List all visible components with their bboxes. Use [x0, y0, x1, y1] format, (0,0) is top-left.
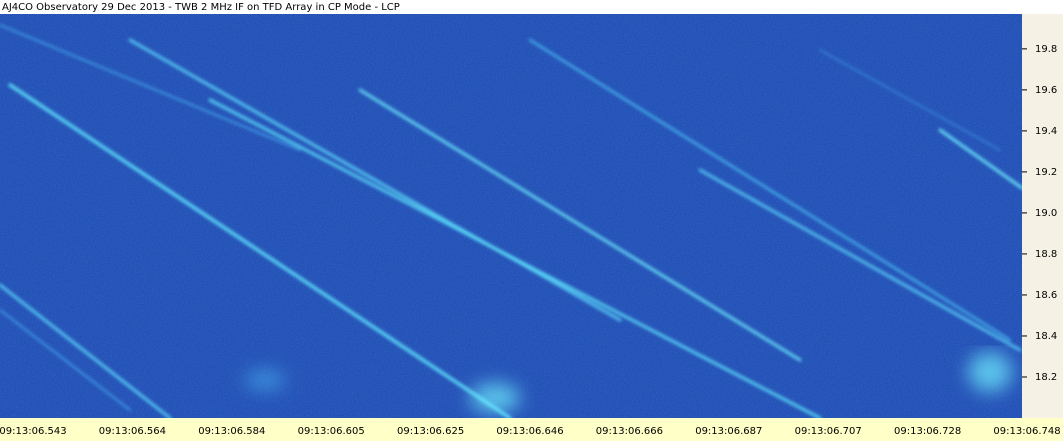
- signal-blobs: [245, 352, 1012, 413]
- x-tick-label: 09:13:06.707: [795, 426, 862, 437]
- x-tick-label: 09:13:06.543: [0, 426, 67, 437]
- x-tick-label: 09:13:06.564: [99, 426, 166, 437]
- y-tick-label: 19.4: [1035, 126, 1057, 137]
- trace: [0, 24, 301, 151]
- noise-texture: [0, 14, 1022, 418]
- x-tick-label: 09:13:06.728: [894, 426, 961, 437]
- trace: [0, 309, 131, 411]
- trace: [128, 38, 622, 322]
- x-tick-label: 09:13:06.687: [695, 426, 762, 437]
- y-tick-label: 19.6: [1035, 85, 1057, 96]
- burst: [245, 370, 285, 390]
- x-tick-label: 09:13:06.584: [198, 426, 265, 437]
- title-bar: [0, 0, 1063, 14]
- x-tick-label: 09:13:06.625: [397, 426, 464, 437]
- y-tick-label: 18.4: [1035, 331, 1057, 342]
- y-tick-label: 18.8: [1035, 249, 1057, 260]
- y-tick-label: 19.0: [1035, 208, 1057, 219]
- y-tick-label: 18.6: [1035, 290, 1057, 301]
- y-tick-label: 19.2: [1035, 167, 1057, 178]
- x-tick-label: 09:13:06.605: [298, 426, 365, 437]
- y-tick-label: 19.8: [1035, 44, 1057, 55]
- trace: [938, 128, 1024, 190]
- trace: [528, 38, 1012, 342]
- chart-title: AJ4CO Observatory 29 Dec 2013 - TWB 2 MH…: [2, 2, 400, 13]
- x-axis-area: [0, 418, 1063, 441]
- trace: [819, 49, 1001, 151]
- x-tick-label: 09:13:06.646: [496, 426, 563, 437]
- burst: [470, 383, 520, 413]
- trace: [0, 283, 172, 420]
- burst: [968, 352, 1012, 392]
- trace: [208, 98, 822, 420]
- trace: [358, 88, 802, 362]
- signal-traces: [0, 24, 1024, 420]
- x-tick-label: 09:13:06.748: [993, 426, 1060, 437]
- trace: [8, 83, 512, 420]
- y-axis-area: [1022, 14, 1063, 418]
- x-tick-label: 09:13:06.666: [596, 426, 663, 437]
- y-tick-label: 18.2: [1035, 372, 1057, 383]
- trace: [698, 168, 1022, 352]
